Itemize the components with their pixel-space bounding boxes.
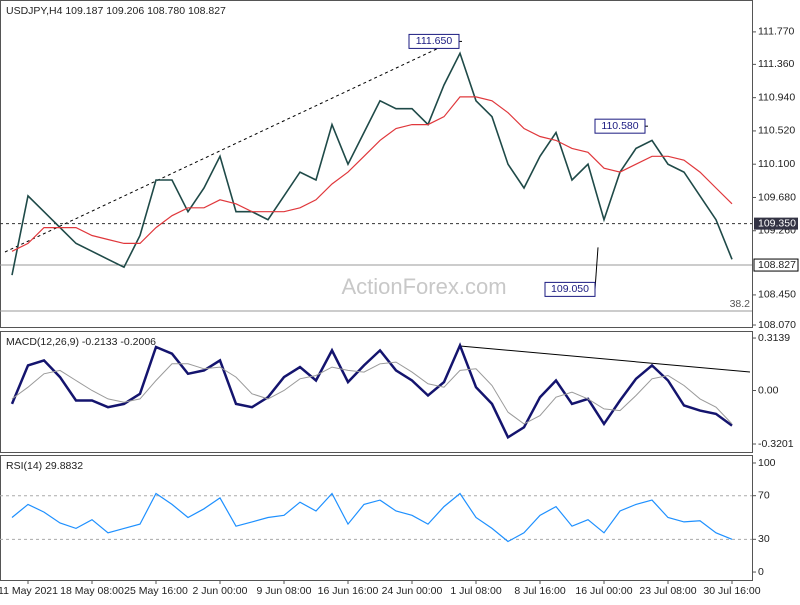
y-tick-label: -0.3201 <box>758 438 794 450</box>
last-price-box <box>753 258 799 272</box>
series-line <box>11 51 733 276</box>
x-tick-label: 23 Jul 08:00 <box>639 585 696 597</box>
annotation-label: 111.650 <box>416 35 453 47</box>
y-tick-label: 0.3139 <box>758 332 790 344</box>
panel-title: USDJPY,H4 109.187 109.206 108.780 108.82… <box>6 5 226 17</box>
series-line <box>10 342 733 440</box>
x-tick-label: 8 Jul 16:00 <box>514 585 566 597</box>
y-tick-label: 110.100 <box>758 158 795 170</box>
x-tick-label: 18 May 08:00 <box>60 585 124 597</box>
y-tick-label: 0 <box>758 566 764 578</box>
x-tick-label: 9 Jun 08:00 <box>257 585 312 597</box>
y-tick-label: 111.360 <box>758 58 795 70</box>
series-line <box>11 361 733 425</box>
y-tick-label: 109.680 <box>758 191 796 203</box>
panel-title: MACD(12,26,9) -0.2133 -0.2006 <box>6 336 156 348</box>
fib-label: 38.2 <box>730 298 751 310</box>
y-tick-label: 70 <box>758 489 770 501</box>
x-tick-label: 16 Jul 00:00 <box>575 585 632 597</box>
series-line <box>11 492 733 543</box>
watermark: ActionForex.com <box>341 274 506 299</box>
series-line <box>11 96 733 252</box>
annotation-box <box>594 118 646 134</box>
x-tick-label: 16 Jun 16:00 <box>318 585 379 597</box>
level-label: 109.350 <box>758 217 796 229</box>
annotation-box <box>408 33 460 49</box>
y-tick-label: 30 <box>758 533 770 545</box>
y-tick-label: 100 <box>758 457 776 469</box>
annotation-box <box>544 281 596 297</box>
y-tick-label: 110.520 <box>758 125 795 137</box>
rsi-panel <box>0 455 753 581</box>
last-price-label: 108.827 <box>758 259 796 271</box>
macd-panel <box>0 331 753 453</box>
annotation-label: 109.050 <box>551 283 589 295</box>
x-tick-label: 2 Jun 00:00 <box>193 585 248 597</box>
y-tick-label: 108.070 <box>758 319 796 331</box>
y-tick-label: 111.770 <box>758 26 795 38</box>
macd-trend-line <box>459 345 751 373</box>
annotation-label: 110.580 <box>601 120 638 132</box>
trend-line <box>4 37 461 253</box>
level-box <box>754 217 798 230</box>
y-tick-label: 0.00 <box>758 384 779 396</box>
x-tick-label: 11 May 2021 <box>0 585 58 597</box>
x-tick-label: 30 Jul 16:00 <box>703 585 760 597</box>
x-tick-label: 25 May 16:00 <box>124 585 188 597</box>
y-tick-label: 110.940 <box>758 91 795 103</box>
y-tick-label: 108.450 <box>758 289 796 301</box>
panel-title: RSI(14) 29.8832 <box>6 460 83 472</box>
x-tick-label: 1 Jul 08:00 <box>450 585 502 597</box>
x-tick-label: 24 Jun 00:00 <box>382 585 443 597</box>
